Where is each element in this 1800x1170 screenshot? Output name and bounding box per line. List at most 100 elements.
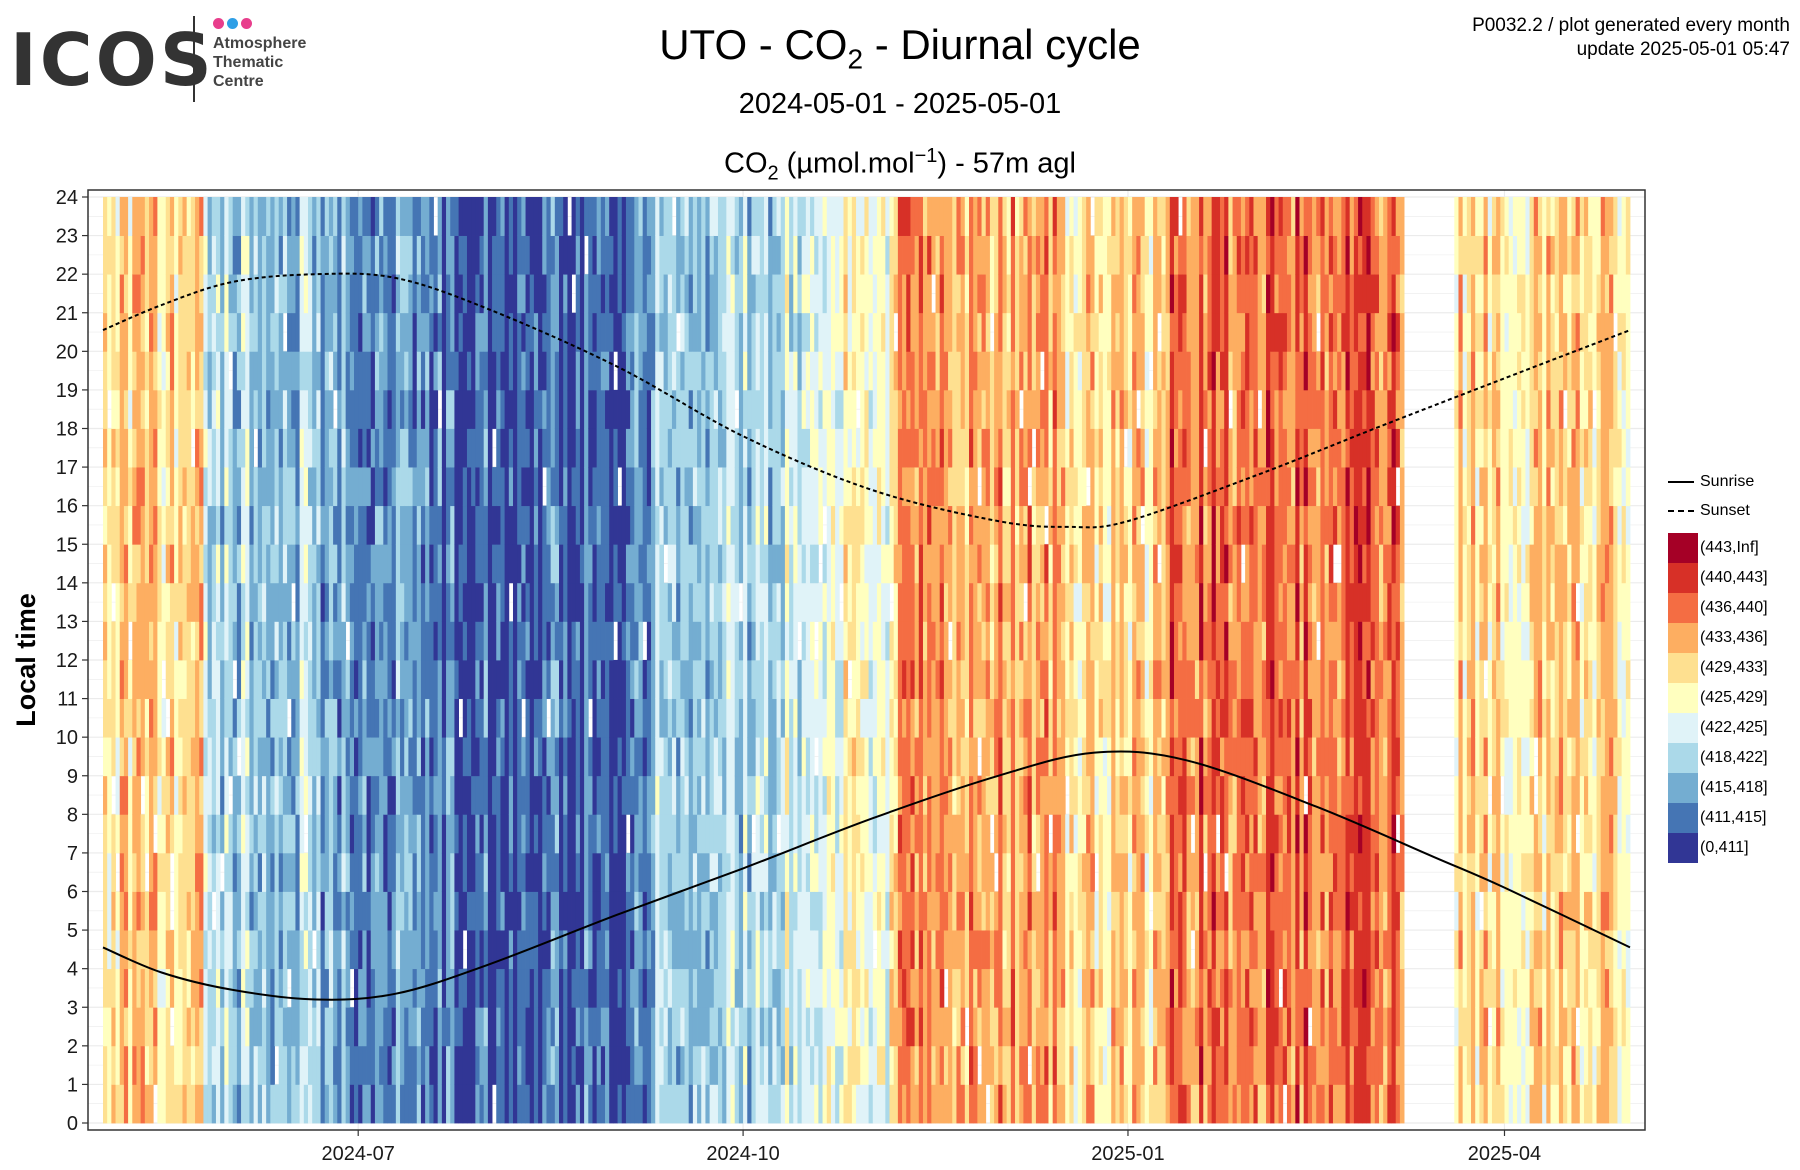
heatmap-cell xyxy=(927,1045,932,1085)
heatmap-cell xyxy=(236,428,242,468)
heatmap-cell xyxy=(517,351,522,391)
heatmap-cell xyxy=(517,1007,522,1047)
heatmap-cell xyxy=(579,737,585,777)
heatmap-cell xyxy=(207,698,213,738)
heatmap-cell xyxy=(324,505,330,545)
heatmap-cell xyxy=(144,968,150,1008)
heatmap-cell xyxy=(906,1084,911,1124)
heatmap-cell xyxy=(383,1007,388,1047)
heatmap-cell xyxy=(914,814,920,854)
heatmap-cell xyxy=(709,852,715,892)
heatmap-cell xyxy=(446,544,451,584)
heatmap-cell xyxy=(964,930,970,970)
heatmap-cell xyxy=(203,698,208,738)
heatmap-cell xyxy=(751,660,757,699)
heatmap-cell xyxy=(354,312,359,352)
heatmap-cell xyxy=(333,312,338,352)
heatmap-cell xyxy=(630,1045,635,1085)
heatmap-cell xyxy=(688,891,694,931)
heatmap-cell xyxy=(872,1084,878,1124)
heatmap-cell xyxy=(697,428,702,468)
heatmap-cell xyxy=(307,467,313,507)
heatmap-cell xyxy=(136,775,142,815)
heatmap-cell xyxy=(609,274,614,314)
heatmap-cell xyxy=(730,274,736,314)
heatmap-cell xyxy=(906,274,911,314)
heatmap-cell xyxy=(943,582,949,622)
heatmap-cell xyxy=(450,1007,455,1047)
heatmap-cell xyxy=(190,1007,196,1047)
heatmap-cell xyxy=(885,197,890,236)
heatmap-cell xyxy=(299,544,305,584)
heatmap-cell xyxy=(446,1007,451,1047)
heatmap-cell xyxy=(914,467,920,507)
heatmap-cell xyxy=(935,814,941,854)
heatmap-cell xyxy=(529,467,535,507)
heatmap-cell xyxy=(471,814,476,854)
heatmap-cell xyxy=(567,1007,572,1047)
heatmap-cell xyxy=(826,197,832,236)
heatmap-cell xyxy=(910,428,916,468)
heatmap-cell xyxy=(307,544,313,584)
heatmap-cell xyxy=(174,852,179,892)
heatmap-cell xyxy=(165,312,171,352)
heatmap-cell xyxy=(379,235,384,275)
heatmap-cell xyxy=(734,582,740,622)
heatmap-cell xyxy=(927,235,932,275)
heatmap-cell xyxy=(550,930,556,970)
heatmap-cell xyxy=(801,505,807,545)
heatmap-cell xyxy=(144,1045,150,1085)
heatmap-cell xyxy=(199,467,204,507)
heatmap-cell xyxy=(144,1084,150,1124)
heatmap-cell xyxy=(282,891,288,931)
heatmap-cell xyxy=(249,351,254,391)
heatmap-cell xyxy=(420,1045,426,1085)
heatmap-cell xyxy=(149,428,154,468)
heatmap-cell xyxy=(822,582,828,622)
heatmap-cell xyxy=(676,274,681,314)
heatmap-cell xyxy=(747,197,752,236)
heatmap-cell xyxy=(303,1045,309,1085)
heatmap-cell xyxy=(169,698,175,738)
heatmap-cell xyxy=(274,312,280,352)
heatmap-cell xyxy=(563,544,568,584)
heatmap-cell xyxy=(893,351,899,391)
heatmap-cell xyxy=(667,505,673,545)
heatmap-cell xyxy=(416,621,422,661)
heatmap-cell xyxy=(291,852,296,892)
heatmap-cell xyxy=(663,582,669,622)
heatmap-cell xyxy=(299,968,305,1008)
heatmap-cell xyxy=(814,814,819,854)
heatmap-cell xyxy=(764,544,769,584)
heatmap-cell xyxy=(224,235,229,275)
heatmap-cell xyxy=(847,274,853,314)
heatmap-cell xyxy=(621,737,627,777)
heatmap-cell xyxy=(144,351,150,391)
heatmap-cell xyxy=(964,660,970,699)
heatmap-cell xyxy=(538,351,543,391)
heatmap-cell xyxy=(425,621,430,661)
heatmap-cell xyxy=(638,312,644,352)
heatmap-cell xyxy=(592,389,598,429)
chart-title: UTO - CO2 - Diurnal cycle xyxy=(0,18,1800,86)
heatmap-cell xyxy=(149,351,154,391)
heatmap-cell xyxy=(140,389,146,429)
heatmap-cell xyxy=(922,660,928,699)
heatmap-cell xyxy=(492,351,497,391)
heatmap-cell xyxy=(278,968,284,1008)
heatmap-cell xyxy=(387,1045,393,1085)
heatmap-cell xyxy=(826,582,832,622)
heatmap-cell xyxy=(433,698,439,738)
heatmap-cell xyxy=(479,544,485,584)
heatmap-cell xyxy=(701,852,706,892)
heatmap-cell xyxy=(885,428,890,468)
heatmap-cell xyxy=(165,467,171,507)
heatmap-cell xyxy=(107,698,112,738)
heatmap-cell xyxy=(948,968,953,1008)
heatmap-cell xyxy=(199,428,204,468)
heatmap-cell xyxy=(190,235,196,275)
heatmap-cell xyxy=(337,852,342,892)
heatmap-cell xyxy=(705,968,711,1008)
heatmap-cell xyxy=(914,621,920,661)
heatmap-cell xyxy=(107,660,112,699)
